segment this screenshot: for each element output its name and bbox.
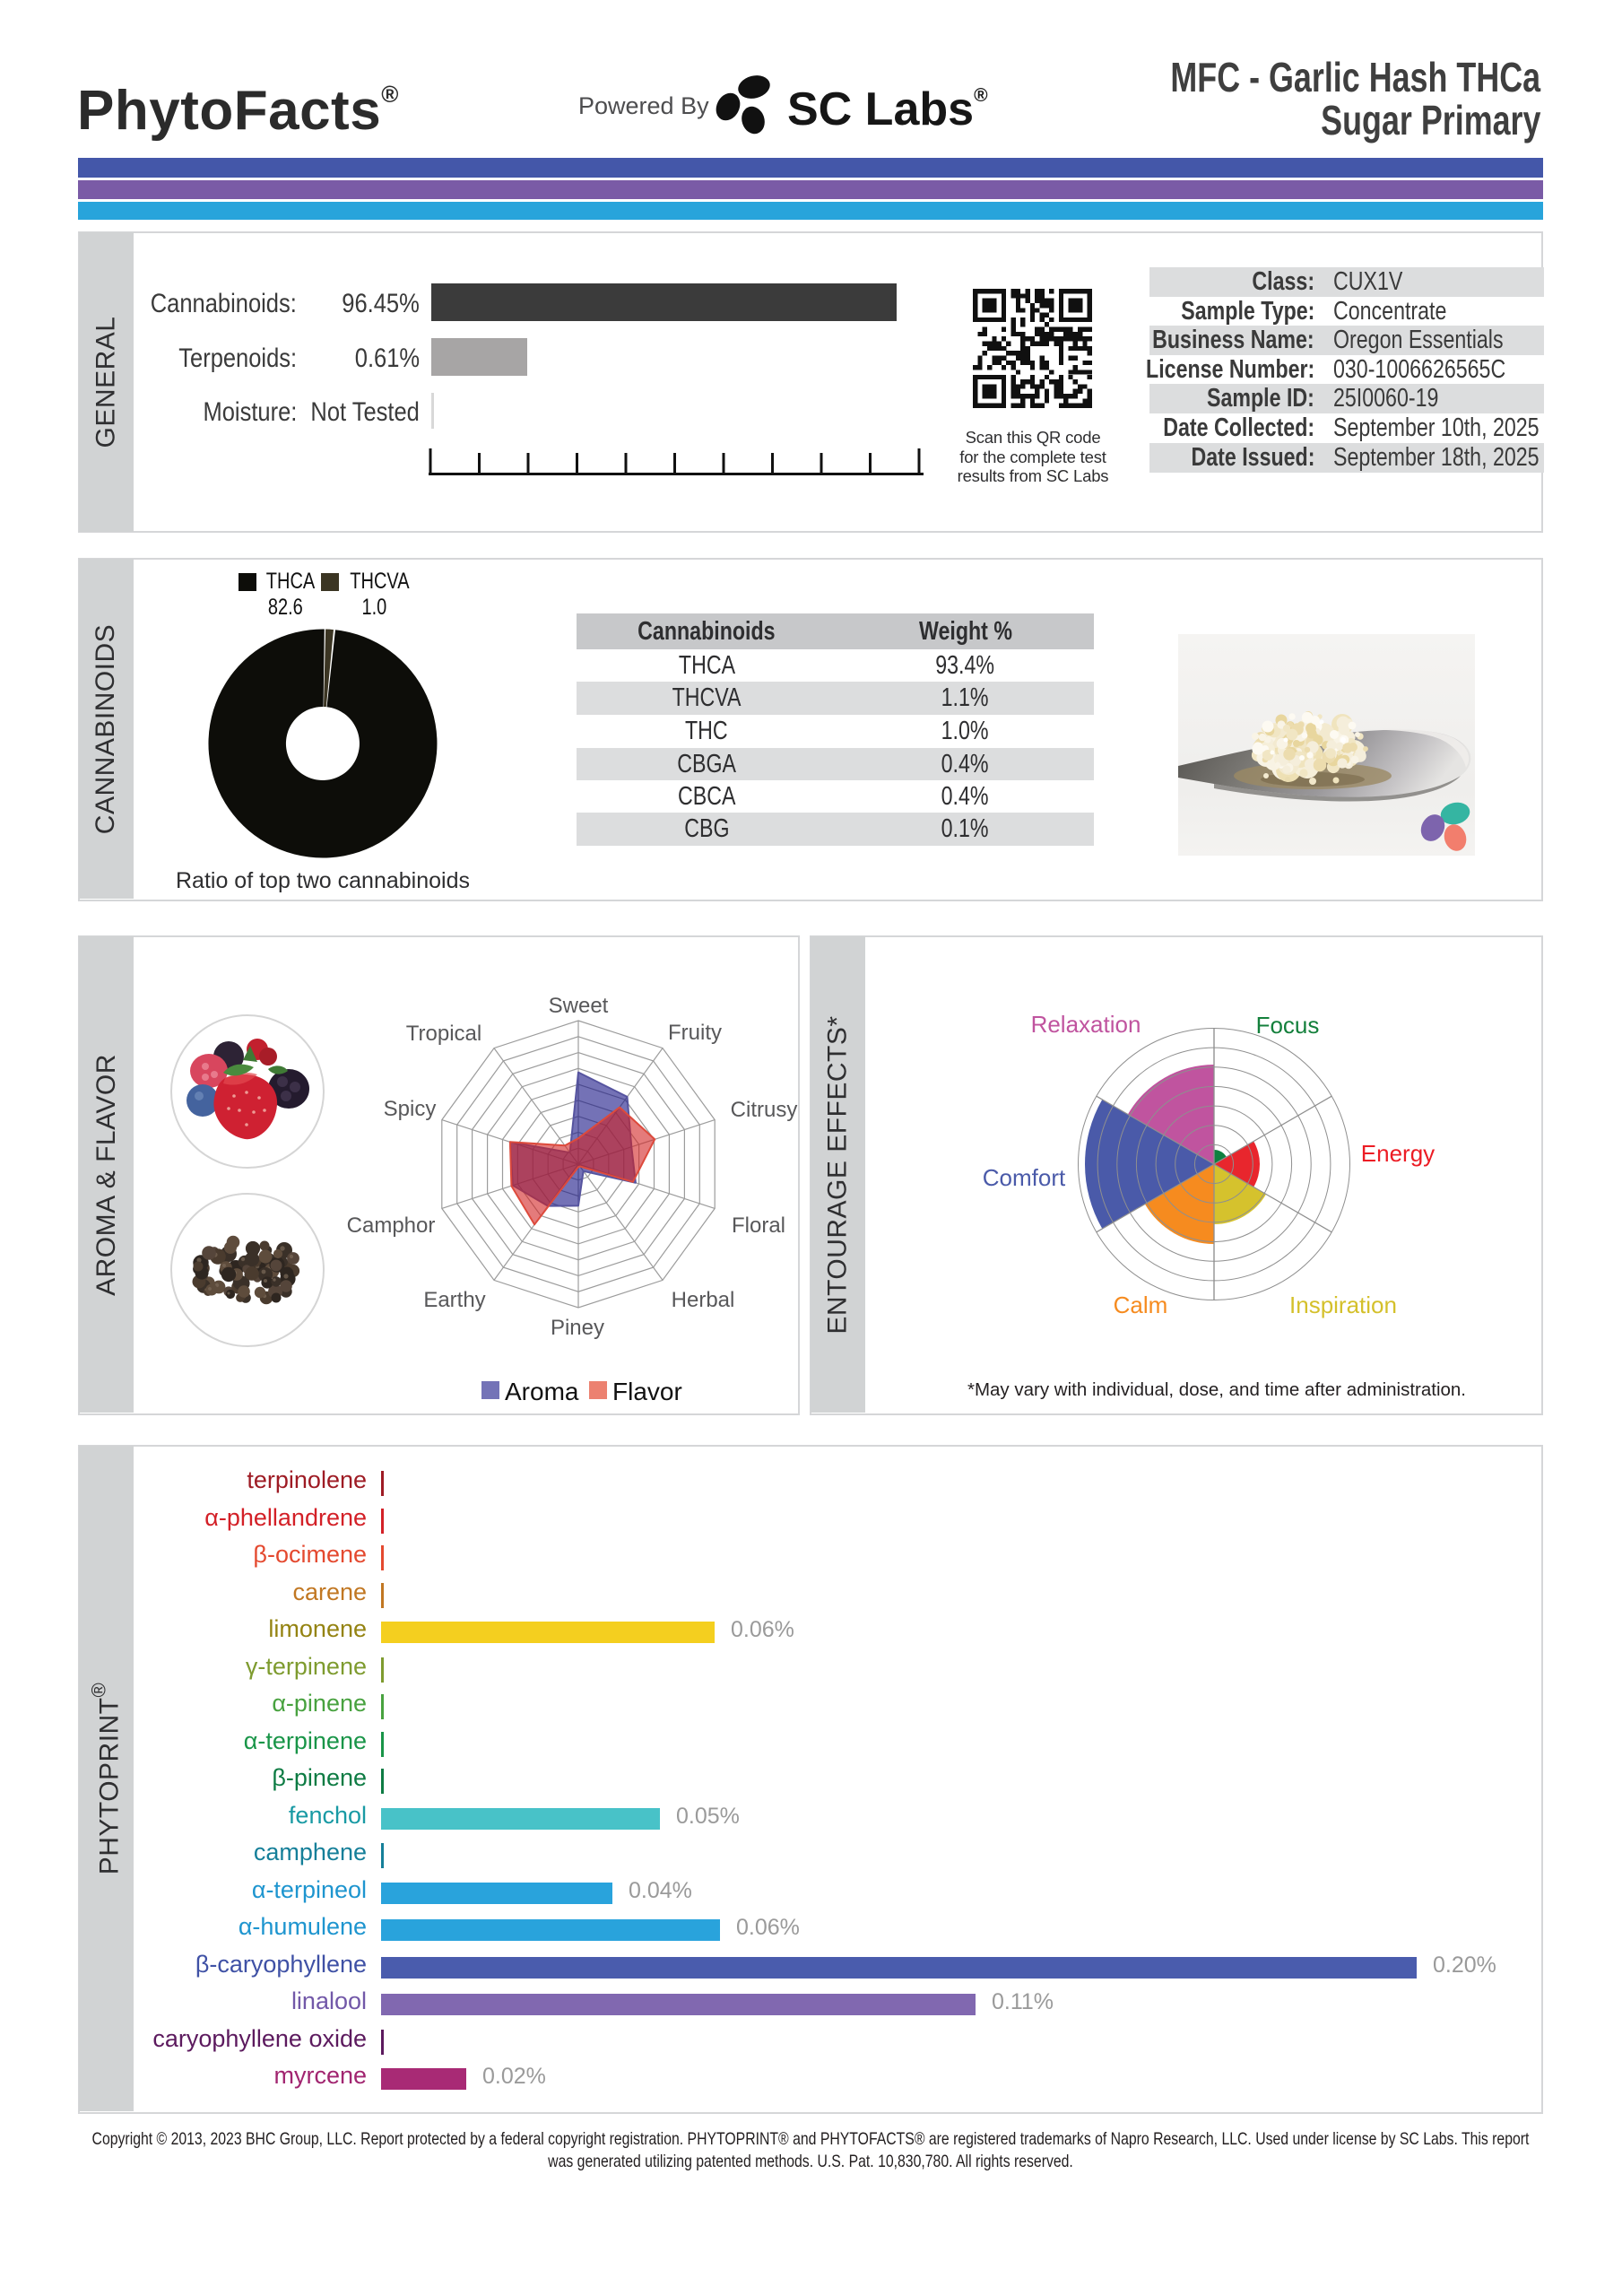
svg-text:Earthy: Earthy xyxy=(423,1288,485,1312)
svg-text:Tropical: Tropical xyxy=(406,1022,481,1046)
svg-text:Citrusy: Citrusy xyxy=(731,1098,798,1122)
svg-text:Relaxation: Relaxation xyxy=(1031,1011,1141,1038)
svg-text:Sweet: Sweet xyxy=(549,994,609,1018)
svg-text:Fruity: Fruity xyxy=(668,1021,722,1045)
svg-text:Floral: Floral xyxy=(732,1213,785,1238)
svg-text:Camphor: Camphor xyxy=(347,1213,436,1238)
svg-text:Piney: Piney xyxy=(551,1316,604,1340)
svg-text:Herbal: Herbal xyxy=(672,1288,735,1312)
svg-text:Focus: Focus xyxy=(1256,1012,1320,1039)
svg-text:Calm: Calm xyxy=(1114,1292,1168,1318)
svg-text:Spicy: Spicy xyxy=(384,1097,437,1121)
svg-text:Inspiration: Inspiration xyxy=(1289,1292,1397,1318)
svg-text:Energy: Energy xyxy=(1361,1140,1435,1167)
svg-text:Comfort: Comfort xyxy=(983,1164,1066,1191)
